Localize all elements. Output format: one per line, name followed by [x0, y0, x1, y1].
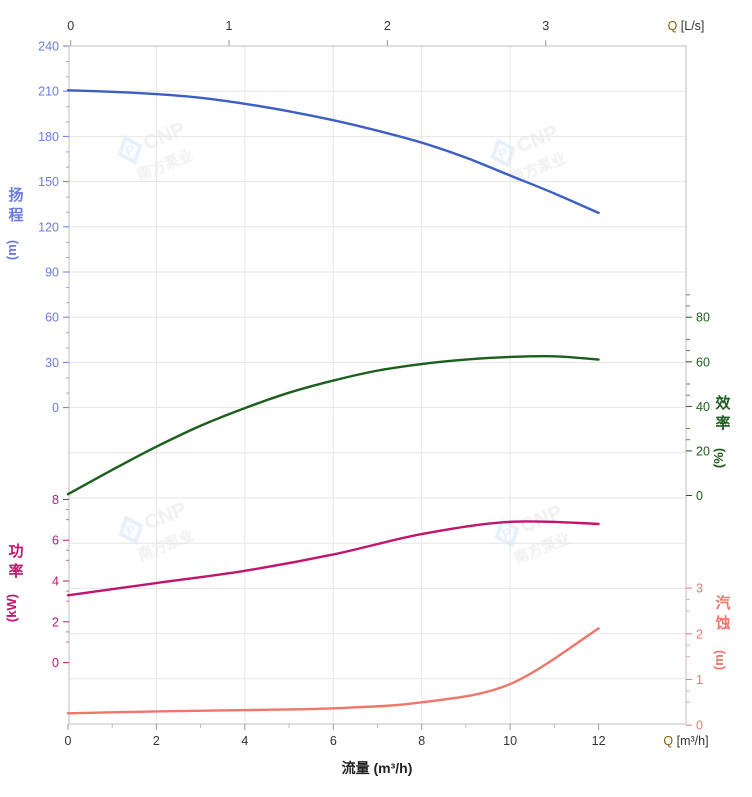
svg-text:扬: 扬 [8, 186, 23, 204]
svg-text:2: 2 [696, 627, 703, 641]
svg-text:80: 80 [696, 311, 710, 325]
svg-text:Q [L/s]: Q [L/s] [668, 19, 705, 33]
svg-text:0: 0 [52, 401, 59, 415]
svg-text:流量 (m³/h): 流量 (m³/h) [342, 760, 413, 776]
svg-text:180: 180 [38, 130, 59, 144]
svg-text:20: 20 [696, 444, 710, 458]
svg-text:3: 3 [542, 19, 549, 33]
svg-text:0: 0 [67, 19, 74, 33]
svg-text:功: 功 [8, 543, 23, 560]
svg-text:率: 率 [8, 562, 23, 580]
svg-text:Q [m³/h]: Q [m³/h] [663, 734, 708, 748]
svg-text:(m): (m) [711, 650, 726, 670]
svg-text:率: 率 [715, 414, 730, 432]
svg-text:3: 3 [696, 582, 703, 596]
svg-text:8: 8 [418, 734, 425, 748]
svg-text:12: 12 [592, 734, 606, 748]
svg-text:6: 6 [330, 734, 337, 748]
svg-text:120: 120 [38, 220, 59, 234]
svg-text:210: 210 [38, 85, 59, 99]
svg-text:60: 60 [696, 355, 710, 369]
svg-text:(kW): (kW) [4, 594, 19, 622]
svg-text:0: 0 [52, 656, 59, 670]
svg-text:程: 程 [8, 207, 23, 224]
svg-text:(m): (m) [4, 240, 19, 260]
svg-text:60: 60 [45, 311, 59, 325]
svg-text:4: 4 [241, 734, 248, 748]
svg-text:2: 2 [52, 615, 59, 629]
svg-text:汽: 汽 [715, 594, 730, 612]
svg-text:(%): (%) [711, 448, 726, 468]
svg-text:效: 效 [715, 394, 731, 412]
svg-text:8: 8 [52, 493, 59, 507]
svg-text:1: 1 [696, 673, 703, 687]
svg-text:0: 0 [65, 734, 72, 748]
svg-text:蚀: 蚀 [714, 614, 730, 632]
svg-text:40: 40 [696, 400, 710, 414]
svg-text:30: 30 [45, 356, 59, 370]
svg-text:0: 0 [696, 489, 703, 503]
svg-text:2: 2 [153, 734, 160, 748]
svg-text:0: 0 [696, 719, 703, 733]
svg-text:240: 240 [38, 40, 59, 54]
svg-text:150: 150 [38, 175, 59, 189]
svg-text:10: 10 [503, 734, 517, 748]
svg-text:4: 4 [52, 575, 59, 589]
svg-text:90: 90 [45, 266, 59, 280]
svg-text:6: 6 [52, 534, 59, 548]
svg-text:2: 2 [384, 19, 391, 33]
svg-text:1: 1 [226, 19, 233, 33]
